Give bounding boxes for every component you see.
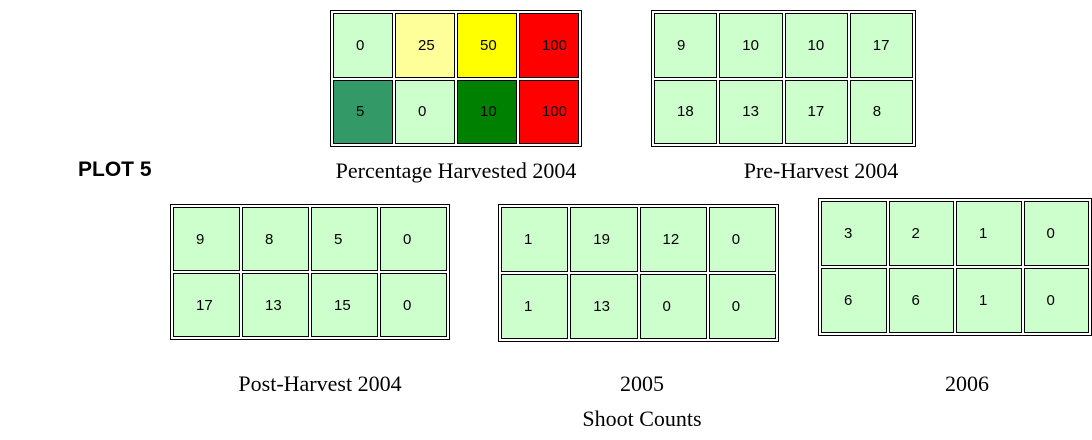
- grid-cell: 13: [719, 79, 783, 144]
- grid-row: 9 10 10 17: [654, 13, 913, 78]
- grid-cell: 0: [639, 274, 707, 339]
- grid-cell: 0: [1023, 268, 1089, 333]
- count-grid: 1 19 12 0 1 13 0 0: [498, 204, 779, 342]
- grid-caption: Percentage Harvested 2004: [335, 158, 577, 183]
- grid-cell: 1: [956, 201, 1022, 266]
- grid-cell: 10: [784, 13, 848, 78]
- grid-caption: 2006: [945, 371, 989, 396]
- grid-row: 5 0 10 100: [333, 79, 579, 144]
- grid-cell: 9: [173, 207, 240, 271]
- grid-cell: 6: [821, 268, 887, 333]
- count-grid: 9 10 10 17 18 13 17 8: [651, 10, 916, 147]
- grid-cell: 1: [501, 207, 569, 272]
- grid-caption: 2005: [620, 371, 664, 396]
- grid-cell: 3: [821, 201, 887, 266]
- grid-cell: 15: [311, 273, 378, 337]
- grid-cell: 10: [719, 13, 783, 78]
- grid-cell: 13: [242, 273, 309, 337]
- grid-cell: 5: [333, 79, 393, 144]
- grid-cell: 0: [380, 273, 447, 337]
- grid-cell: 0: [395, 79, 455, 144]
- grid-cell: 25: [395, 13, 455, 78]
- grid-caption: Pre-Harvest 2004: [743, 158, 899, 183]
- grid-cell: 17: [849, 13, 913, 78]
- grid-cell: 100: [519, 13, 579, 78]
- grid-cell: 0: [708, 274, 776, 339]
- grid-cell: 100: [519, 79, 579, 144]
- plot-title: PLOT 5: [78, 158, 152, 181]
- grid-cell: 0: [1023, 201, 1089, 266]
- grid-caption: Post-Harvest 2004: [238, 371, 402, 396]
- grid-row: 1 13 0 0: [501, 274, 776, 339]
- grid-cell: 6: [888, 268, 954, 333]
- grid-cell: 5: [311, 207, 378, 271]
- count-grid: 0 25 50 100 5 0 10 100: [330, 10, 582, 147]
- grid-cell: 1: [956, 268, 1022, 333]
- grid-cell: 17: [173, 273, 240, 337]
- count-grid: 9 8 5 0 17 13 15 0: [170, 204, 450, 340]
- grid-row: 17 13 15 0: [173, 273, 447, 337]
- grid-cell: 8: [849, 79, 913, 144]
- grid-cell: 13: [570, 274, 638, 339]
- grid-cell: 9: [654, 13, 718, 78]
- grid-cell: 50: [457, 13, 517, 78]
- grid-cell: 12: [639, 207, 707, 272]
- footer-label: Shoot Counts: [582, 406, 702, 431]
- grid-cell: 19: [570, 207, 638, 272]
- grid-cell: 2: [888, 201, 954, 266]
- grid-cell: 8: [242, 207, 309, 271]
- grid-cell: 0: [708, 207, 776, 272]
- grid-cell: 0: [333, 13, 393, 78]
- grid-row: 1 19 12 0: [501, 207, 776, 272]
- grid-cell: 1: [501, 274, 569, 339]
- grid-cell: 10: [457, 79, 517, 144]
- grid-cell: 18: [654, 79, 718, 144]
- grid-cell: 17: [784, 79, 848, 144]
- grid-row: 18 13 17 8: [654, 79, 913, 144]
- grid-cell: 0: [380, 207, 447, 271]
- grid-row: 0 25 50 100: [333, 13, 579, 78]
